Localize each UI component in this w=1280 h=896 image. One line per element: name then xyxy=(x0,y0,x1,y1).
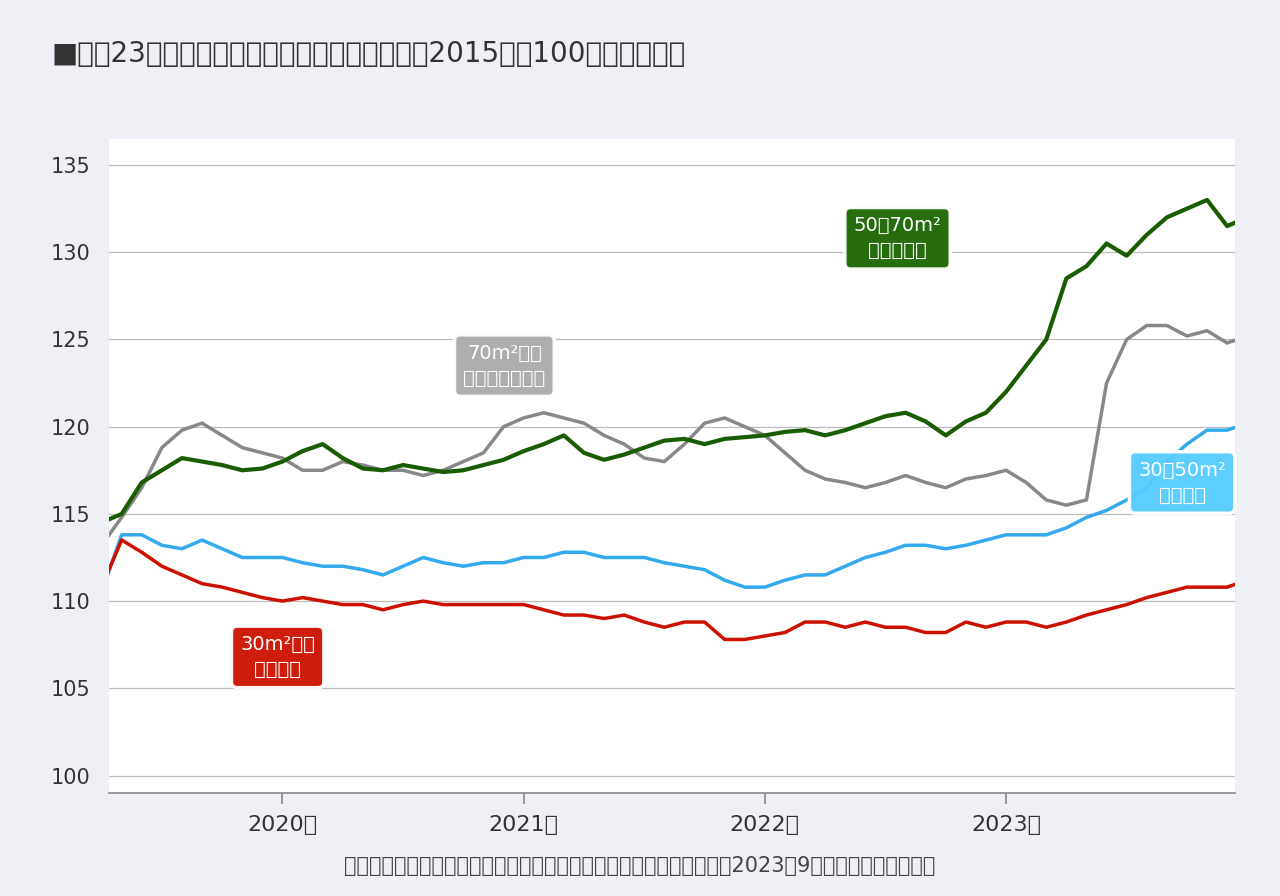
Text: 70m²以上
大型ファミリー: 70m²以上 大型ファミリー xyxy=(463,344,545,388)
Text: ■東京23区－マンション平均家賞指数の推移（2015年＝100としたもの）: ■東京23区－マンション平均家賞指数の推移（2015年＝100としたもの） xyxy=(51,40,686,68)
Text: 30～50m²
カップル: 30～50m² カップル xyxy=(1138,461,1226,504)
Text: 30m²未満
シングル: 30m²未満 シングル xyxy=(241,635,315,679)
Text: 50～70m²
ファミリー: 50～70m² ファミリー xyxy=(854,216,942,261)
Text: 出典：全国主要都市の「貳貸マンション・アパート」募集家賞動向（2023年9月）アットホーム調べ: 出典：全国主要都市の「貳貸マンション・アパート」募集家賞動向（2023年9月）ア… xyxy=(344,857,936,876)
